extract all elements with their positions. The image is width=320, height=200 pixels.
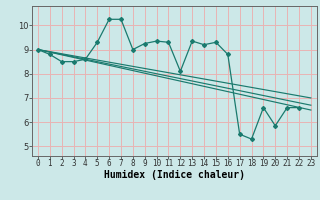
X-axis label: Humidex (Indice chaleur): Humidex (Indice chaleur) — [104, 170, 245, 180]
